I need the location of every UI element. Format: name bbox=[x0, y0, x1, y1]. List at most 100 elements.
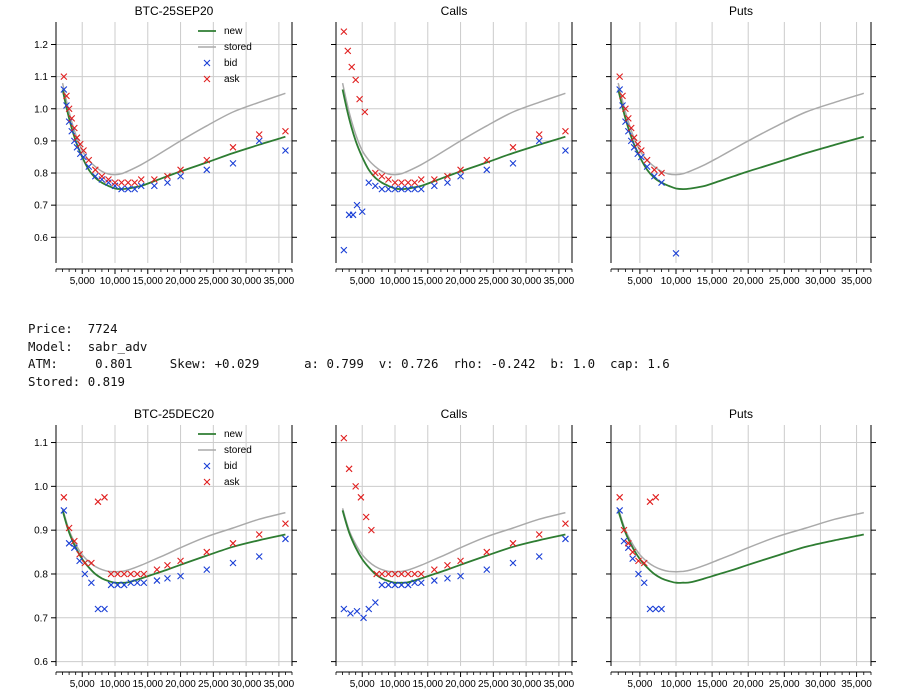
point-ask-stroke bbox=[76, 140, 84, 148]
point-ask-stroke bbox=[345, 465, 353, 473]
point-ask-stroke bbox=[411, 570, 419, 578]
point-bid-stroke bbox=[105, 179, 112, 187]
point-bid-stroke bbox=[177, 172, 184, 180]
point-bid bbox=[229, 159, 237, 167]
point-ask-stroke bbox=[91, 166, 99, 174]
point-ask bbox=[378, 570, 386, 578]
model-row: Model: sabr_adv bbox=[28, 338, 670, 356]
point-bid-stroke bbox=[340, 605, 348, 613]
point-bid-stroke bbox=[509, 559, 517, 567]
b-value: 1.0 bbox=[572, 356, 596, 371]
point-ask bbox=[640, 559, 648, 567]
point-bid-stroke bbox=[672, 249, 680, 257]
point-bid bbox=[404, 581, 412, 589]
chart-title: Calls bbox=[441, 407, 468, 421]
point-bid-stroke bbox=[640, 579, 648, 587]
point-ask-stroke bbox=[340, 28, 348, 36]
y-tick-label: 1.0 bbox=[34, 482, 48, 493]
point-bid bbox=[483, 166, 491, 174]
point-ask bbox=[535, 531, 543, 538]
legend-swatch-stroke bbox=[203, 59, 211, 67]
rho-label: rho: bbox=[453, 356, 484, 371]
point-bid bbox=[629, 555, 637, 563]
atm-value: 0.801 bbox=[95, 356, 133, 371]
point-bid bbox=[457, 572, 464, 580]
point-bid bbox=[353, 201, 361, 209]
chart-title: BTC-25SEP20 bbox=[135, 4, 214, 18]
point-ask bbox=[70, 537, 78, 545]
point-ask bbox=[362, 513, 370, 521]
point-ask bbox=[88, 559, 95, 567]
point-ask bbox=[635, 557, 642, 565]
point-ask bbox=[457, 166, 464, 174]
point-bid bbox=[120, 581, 128, 589]
a-value: 0.799 bbox=[326, 356, 364, 371]
point-bid-stroke bbox=[85, 163, 93, 170]
point-bid-stroke bbox=[98, 176, 106, 183]
point-bid bbox=[643, 163, 651, 170]
point-bid bbox=[105, 179, 112, 187]
x-tick-label: 35,000 bbox=[841, 679, 872, 690]
legend-label-new: new bbox=[224, 26, 243, 37]
point-bid-stroke bbox=[70, 544, 78, 552]
chart-sep-calls: Calls 5,000 10,000 15,000 20,000 25,000 30,000… bbox=[331, 4, 577, 287]
point-ask bbox=[60, 73, 68, 81]
point-ask bbox=[177, 166, 184, 174]
x-tick-label: 20,000 bbox=[445, 276, 476, 287]
point-ask-stroke bbox=[624, 115, 632, 122]
v-value: 0.726 bbox=[401, 356, 439, 371]
point-ask-stroke bbox=[404, 179, 412, 187]
point-ask-stroke bbox=[70, 537, 78, 545]
point-bid-stroke bbox=[629, 555, 637, 563]
point-ask bbox=[444, 172, 451, 180]
point-ask bbox=[340, 434, 348, 442]
point-ask bbox=[140, 570, 148, 578]
skew-value: +0.029 bbox=[214, 356, 260, 371]
x-tick-label: 15,000 bbox=[132, 679, 163, 690]
point-bid bbox=[509, 559, 517, 567]
point-ask bbox=[562, 127, 569, 135]
x-tick-label: 25,000 bbox=[478, 679, 509, 690]
point-bid-stroke bbox=[483, 166, 491, 174]
point-bid bbox=[94, 605, 102, 613]
point-ask-stroke bbox=[509, 539, 517, 547]
point-ask bbox=[629, 548, 637, 556]
point-ask bbox=[150, 176, 158, 183]
point-ask-stroke bbox=[282, 520, 289, 527]
point-bid bbox=[98, 176, 106, 183]
point-ask-stroke bbox=[627, 124, 635, 132]
point-ask-stroke bbox=[483, 548, 491, 556]
point-bid-stroke bbox=[378, 185, 386, 193]
point-bid bbox=[153, 577, 161, 584]
point-bid-stroke bbox=[535, 137, 543, 145]
point-bid bbox=[640, 579, 648, 587]
point-ask bbox=[229, 539, 237, 547]
point-ask bbox=[483, 548, 491, 556]
point-ask-stroke bbox=[430, 176, 438, 183]
point-ask-stroke bbox=[398, 570, 405, 578]
point-ask bbox=[65, 105, 73, 113]
point-bid-stroke bbox=[340, 246, 348, 254]
point-bid bbox=[88, 579, 95, 587]
point-ask-stroke bbox=[68, 115, 76, 122]
point-ask bbox=[562, 520, 569, 527]
point-bid bbox=[535, 553, 543, 560]
point-ask bbox=[177, 557, 184, 565]
point-ask bbox=[356, 95, 363, 103]
point-ask bbox=[417, 570, 425, 578]
point-ask-stroke bbox=[344, 47, 352, 55]
point-ask-stroke bbox=[352, 482, 360, 490]
point-bid bbox=[81, 570, 89, 578]
point-ask-stroke bbox=[391, 570, 399, 578]
point-ask bbox=[622, 105, 629, 113]
point-ask-stroke bbox=[652, 493, 660, 501]
point-ask-stroke bbox=[357, 493, 365, 501]
point-ask-stroke bbox=[385, 176, 392, 183]
x-tick-label: 20,000 bbox=[733, 679, 764, 690]
point-bid-stroke bbox=[349, 211, 357, 219]
point-ask-stroke bbox=[635, 557, 642, 565]
chart-title: BTC-25DEC20 bbox=[134, 407, 214, 421]
point-bid-stroke bbox=[365, 179, 373, 187]
point-ask bbox=[91, 166, 99, 174]
point-bid bbox=[365, 605, 373, 613]
